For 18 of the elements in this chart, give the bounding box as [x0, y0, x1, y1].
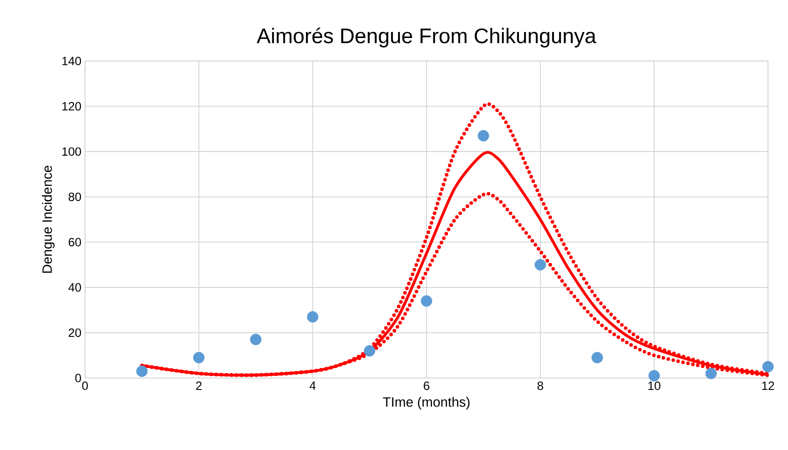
y-tick-label: 80	[68, 192, 82, 202]
chart-title: Aimorés Dengue From Chikungunya	[256, 28, 596, 48]
x-tick-label: 0	[82, 382, 88, 390]
y-tick-label: 0	[75, 374, 82, 382]
y-tick-label: 60	[68, 238, 82, 246]
y-tick-label: 140	[62, 56, 82, 66]
x-tick-label: 4	[310, 382, 316, 390]
x-tick-label: 12	[762, 382, 774, 390]
x-tick-label: 10	[648, 382, 660, 390]
x-axis-title: TIme (months)	[382, 396, 470, 410]
y-tick-label: 100	[62, 147, 82, 156]
y-tick-label: 120	[62, 102, 82, 111]
y-axis-title: Dengue Incidence	[42, 166, 55, 273]
x-tick-label: 2	[196, 382, 202, 390]
y-tick-label: 20	[68, 328, 82, 337]
x-tick-label: 8	[538, 382, 544, 390]
x-tick-label: 6	[424, 382, 430, 390]
y-tick-label: 40	[68, 283, 82, 292]
